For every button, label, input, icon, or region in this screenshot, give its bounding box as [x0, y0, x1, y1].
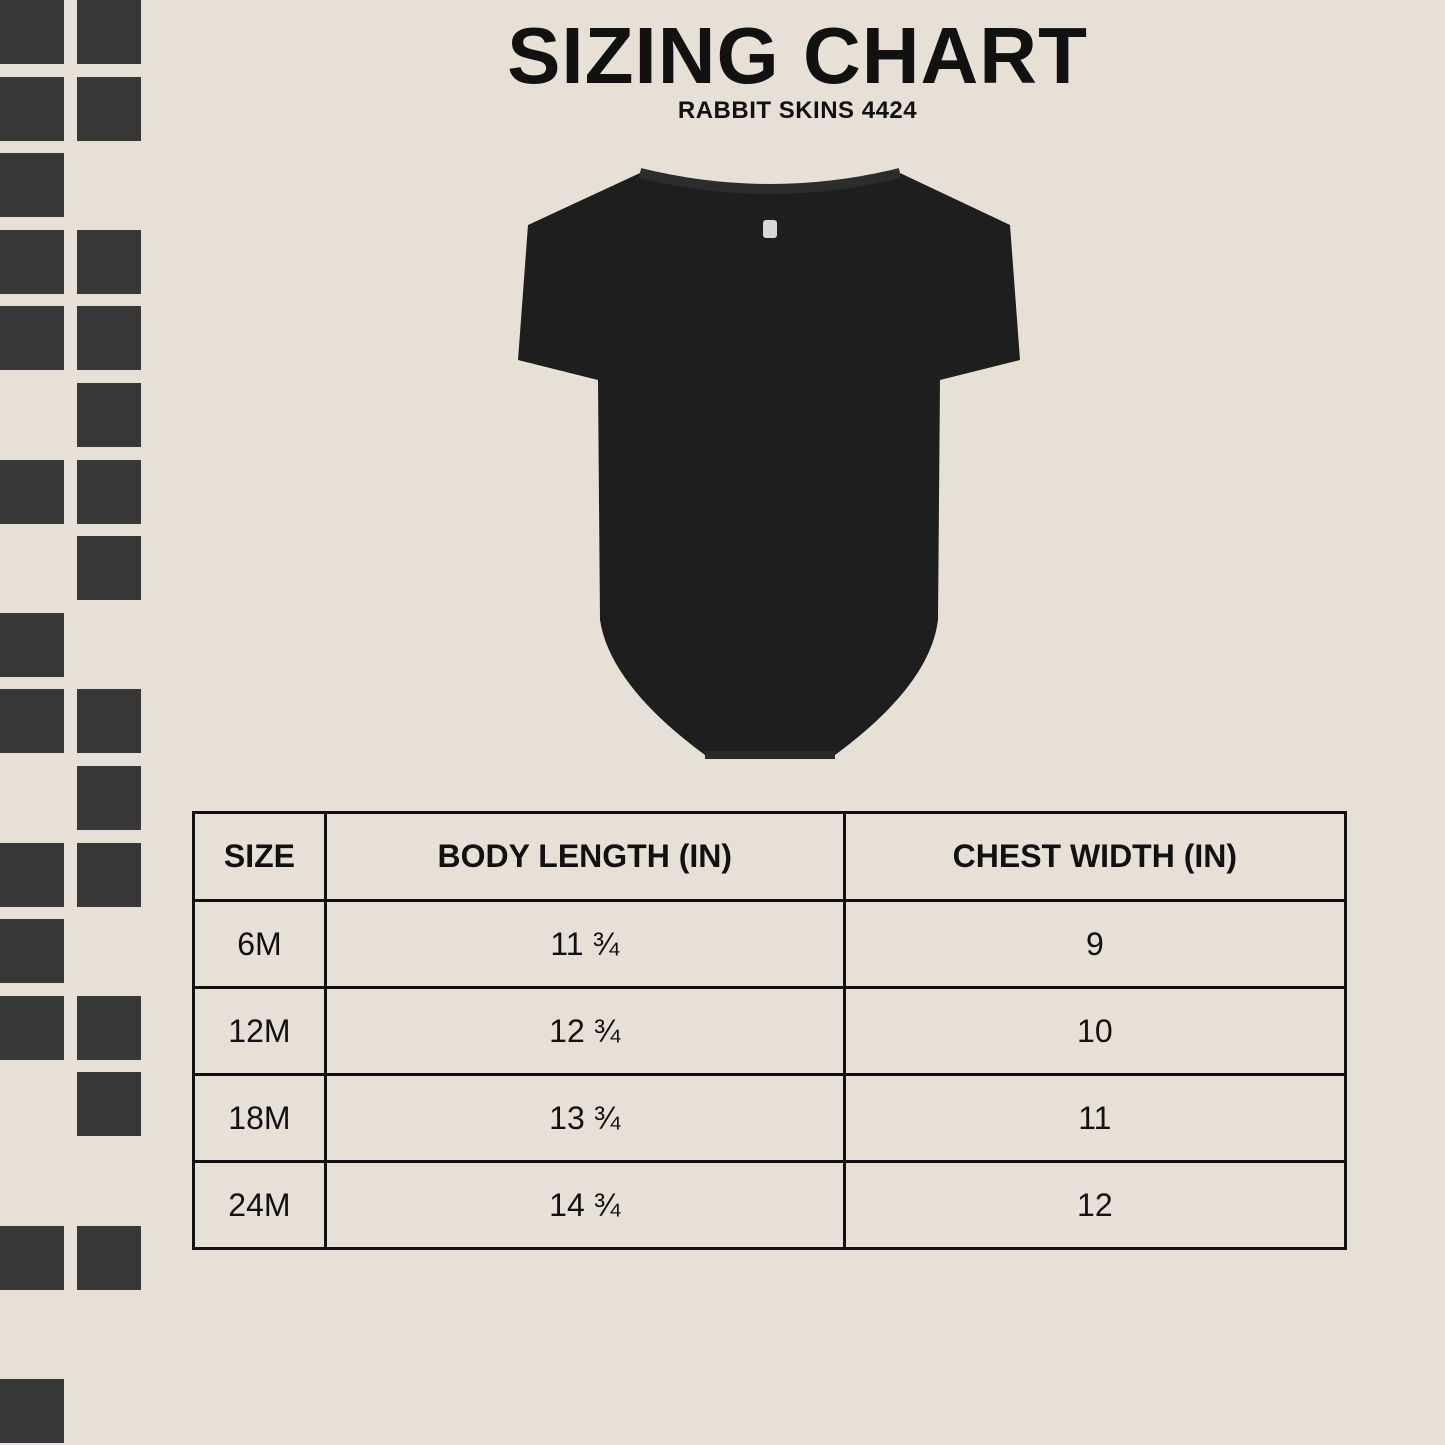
page-subtitle: RABBIT SKINS 4424	[677, 97, 918, 124]
table-header-row: SIZE BODY LENGTH (IN) CHEST WIDTH (IN)	[192, 811, 1348, 902]
decorative-square	[0, 230, 64, 294]
decorative-square	[77, 689, 141, 753]
decorative-square	[77, 843, 141, 907]
decorative-square	[77, 536, 141, 600]
decorative-square	[77, 0, 141, 64]
decorative-square	[77, 306, 141, 370]
cell-body-length: 13 ¾	[323, 1073, 846, 1163]
decorative-square	[77, 996, 141, 1060]
table-row: 24M 14 ¾ 12	[192, 1160, 1348, 1250]
decorative-square	[0, 0, 64, 64]
cell-size: 18M	[192, 1073, 327, 1163]
decorative-square	[77, 383, 141, 447]
header-chest-width: CHEST WIDTH (IN)	[842, 811, 1348, 902]
decorative-square	[0, 613, 64, 677]
cell-size: 6M	[192, 899, 327, 989]
decorative-square	[0, 689, 64, 753]
decorative-square	[77, 766, 141, 830]
decorative-square	[0, 843, 64, 907]
cell-body-length: 11 ¾	[323, 899, 846, 989]
page-title: SIZING CHART	[507, 11, 1088, 100]
cell-chest-width: 10	[842, 986, 1348, 1076]
decorative-square	[0, 996, 64, 1060]
decorative-square	[0, 153, 64, 217]
cell-chest-width: 11	[842, 1073, 1348, 1163]
cell-chest-width: 9	[842, 899, 1348, 989]
decorative-square	[77, 1226, 141, 1290]
decorative-square	[0, 77, 64, 141]
cell-chest-width: 12	[842, 1160, 1348, 1250]
decorative-square	[0, 460, 64, 524]
decorative-square	[77, 230, 141, 294]
cell-size: 12M	[192, 986, 327, 1076]
header-body-length: BODY LENGTH (IN)	[323, 811, 846, 902]
header-size: SIZE	[192, 811, 327, 902]
decorative-square	[0, 306, 64, 370]
table-row: 18M 13 ¾ 11	[192, 1073, 1348, 1163]
decorative-square	[77, 460, 141, 524]
cell-body-length: 14 ¾	[323, 1160, 846, 1250]
cell-body-length: 12 ¾	[323, 986, 846, 1076]
decorative-square	[77, 77, 141, 141]
sizing-table: SIZE BODY LENGTH (IN) CHEST WIDTH (IN) 6…	[192, 811, 1348, 1250]
decorative-square	[77, 1072, 141, 1136]
decorative-square	[0, 1379, 64, 1443]
table-row: 12M 12 ¾ 10	[192, 986, 1348, 1076]
decorative-square	[0, 1226, 64, 1290]
cell-size: 24M	[192, 1160, 327, 1250]
onesie-image	[518, 168, 1020, 759]
decorative-square	[0, 919, 64, 983]
